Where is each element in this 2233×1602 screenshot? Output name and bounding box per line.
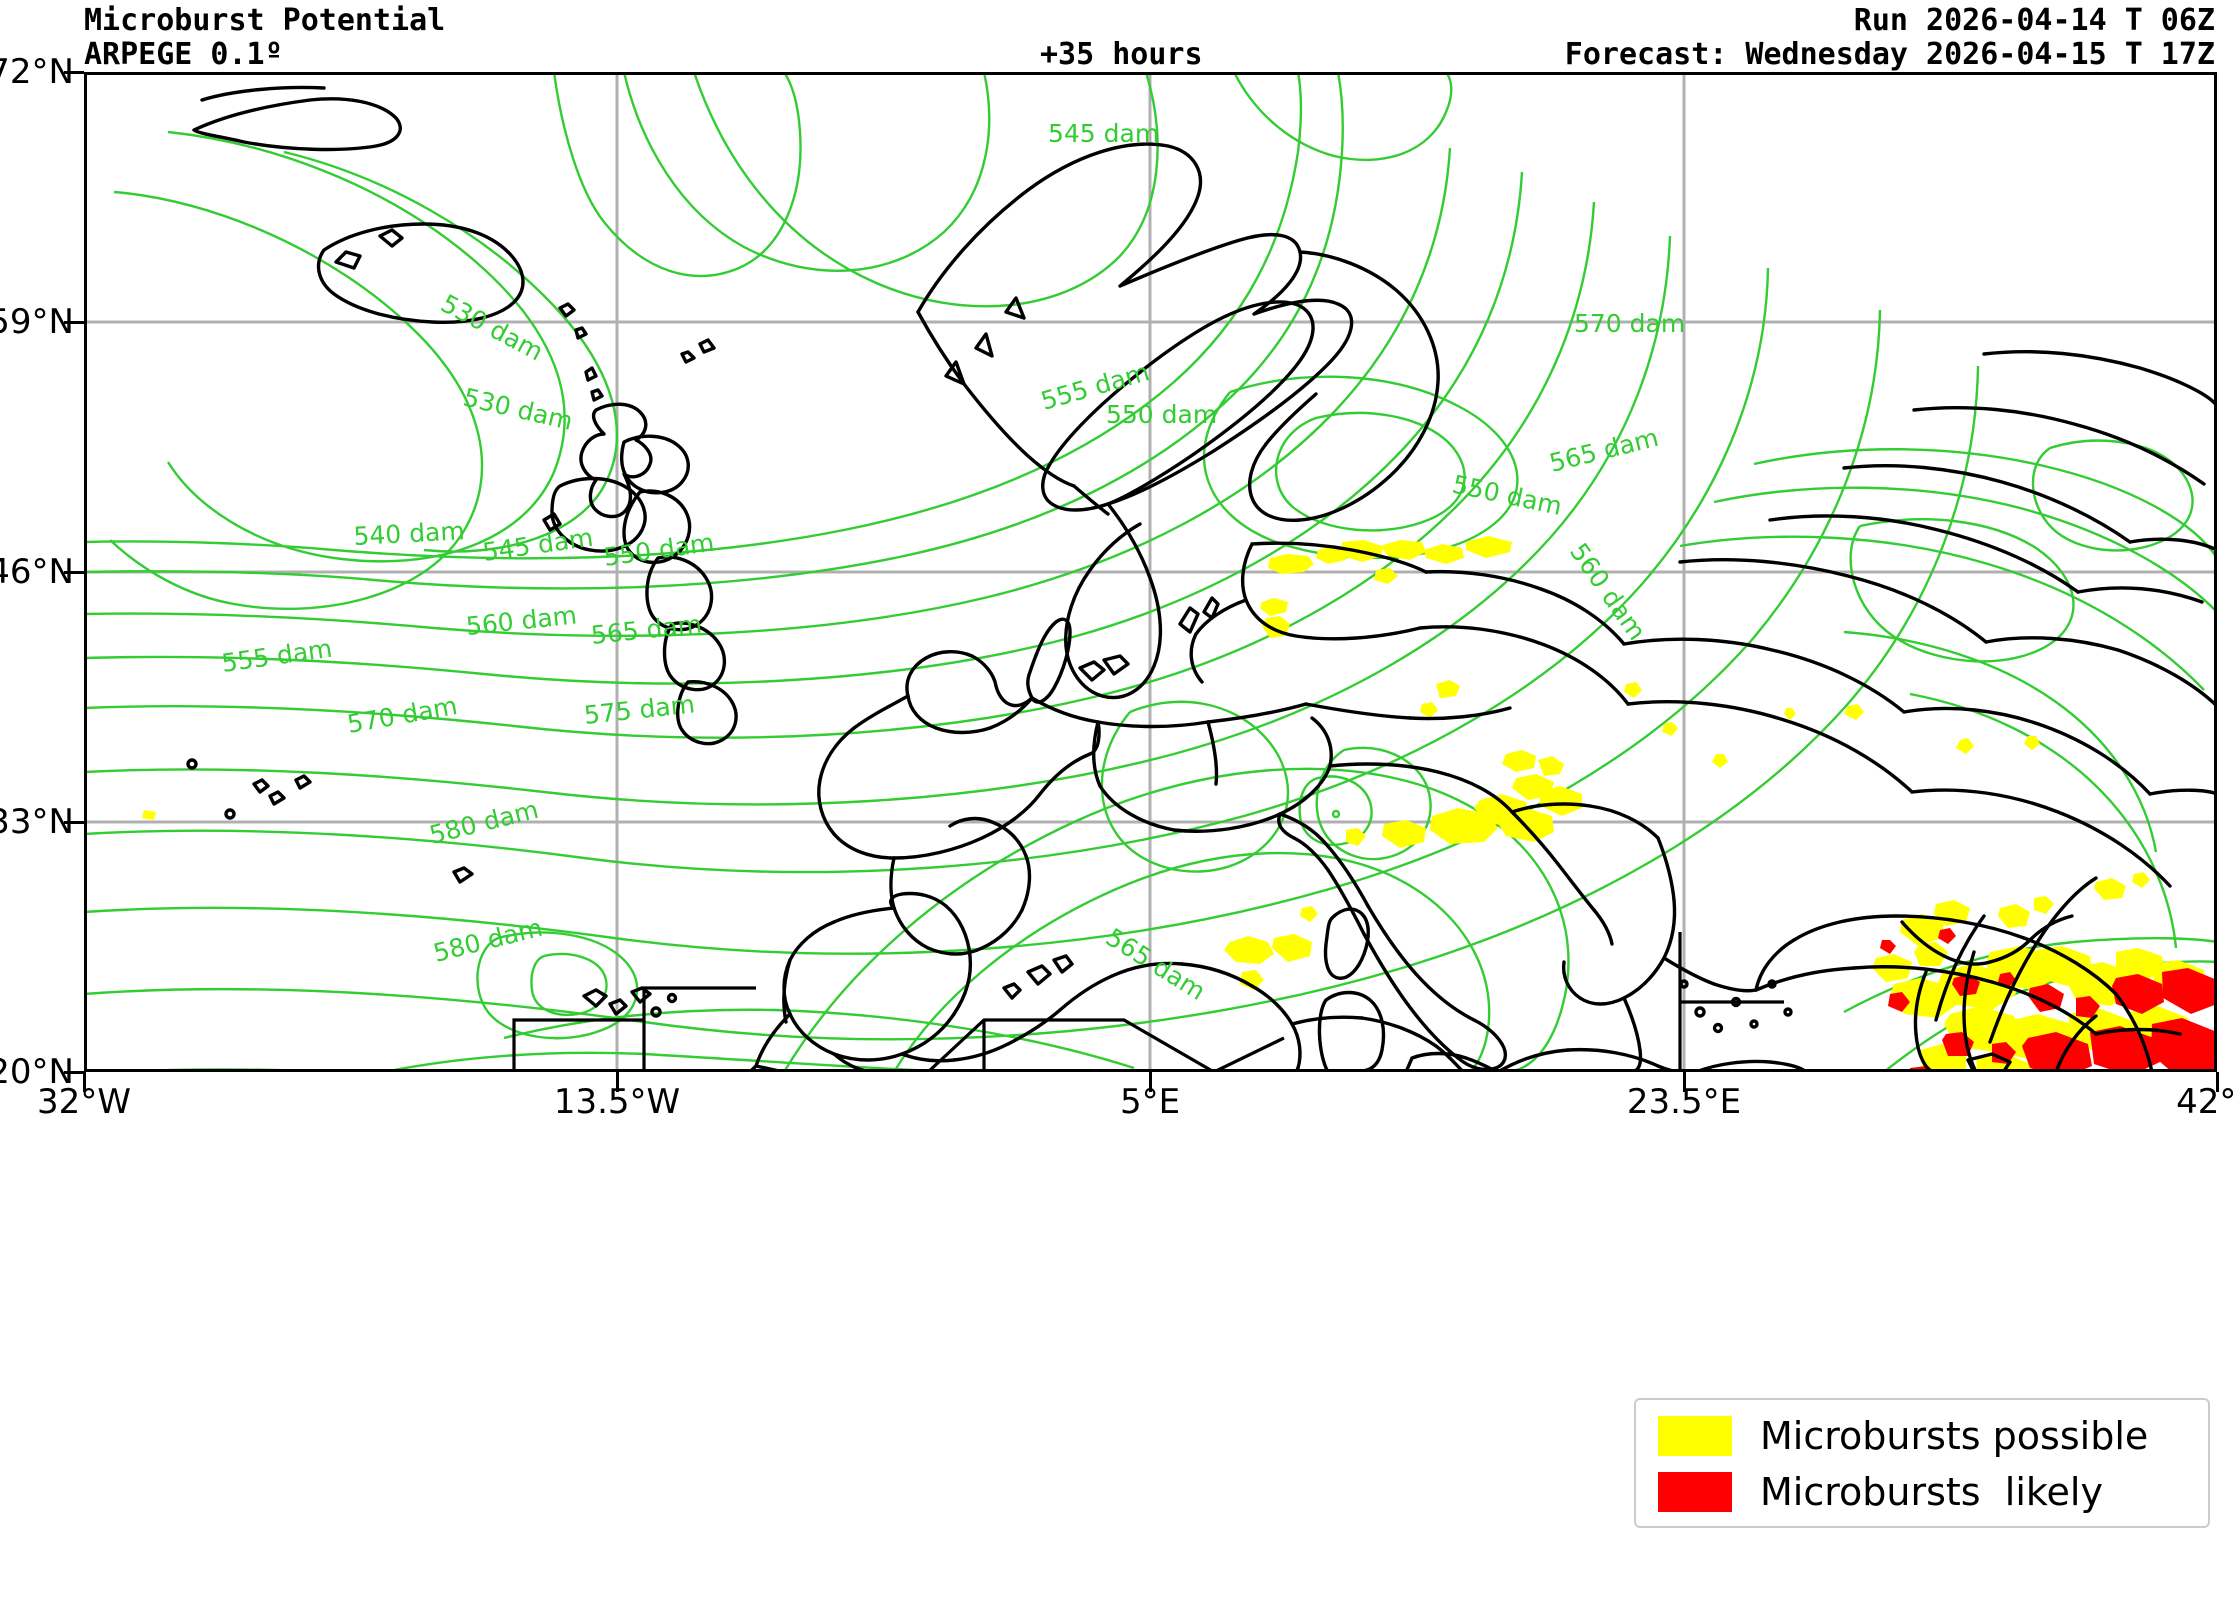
x-tickmark-13-5w	[616, 1072, 619, 1092]
y-tickmark-46n	[64, 571, 84, 574]
legend-label-likely: Microbursts likely	[1760, 1470, 2103, 1514]
lead-time-label: +35 hours	[1040, 37, 1203, 72]
y-tickmark-20n	[64, 1071, 84, 1074]
legend-row-likely: Microbursts likely	[1636, 1468, 2212, 1516]
plot-frame	[84, 72, 2217, 1072]
x-tickmark-5e	[1149, 1072, 1152, 1092]
map-canvas: 545 dam 530 dam 570 dam 530 dam 555 dam 550 d…	[84, 72, 2217, 1072]
y-tickmark-59n	[64, 321, 84, 324]
legend-box: Microbursts possible Microbursts likely	[1634, 1398, 2210, 1528]
contour-label: 570 dam	[1574, 309, 1685, 338]
political-borders	[512, 932, 1784, 1072]
x-tickmark-23-5e	[1683, 1072, 1686, 1092]
y-tick-label-46n: 46°N	[0, 552, 74, 592]
legend-row-possible: Microbursts possible	[1636, 1412, 2212, 1460]
x-tickmark-42e	[2216, 1072, 2219, 1092]
page-title: Microburst Potential	[84, 3, 446, 38]
y-tick-label-72n: 72°N	[0, 52, 74, 92]
model-label: ARPEGE 0.1º	[84, 37, 283, 72]
contour-label: 550 dam	[1106, 400, 1217, 429]
y-tick-label-20n: 20°N	[0, 1052, 74, 1092]
x-tick-label-42e: 42°E	[2176, 1082, 2233, 1122]
contour-label: 545 dam	[1048, 119, 1159, 148]
x-tickmark-32w	[83, 1072, 86, 1092]
coastlines	[186, 85, 2217, 1072]
y-tick-label-59n: 59°N	[0, 302, 74, 342]
legend-label-possible: Microbursts possible	[1760, 1414, 2149, 1458]
run-label: Run 2026-04-14 T 06Z	[1853, 3, 2215, 38]
y-tickmark-72n	[64, 71, 84, 74]
contour-label: 540 dam	[353, 516, 466, 551]
legend-swatch-likely	[1658, 1472, 1732, 1512]
y-tickmark-33n	[64, 821, 84, 824]
header-bar: Microburst Potential ARPEGE 0.1º Run 202…	[0, 0, 2233, 72]
legend-swatch-possible	[1658, 1416, 1732, 1456]
forecast-label: Forecast: Wednesday 2026-04-15 T 17Z	[1564, 37, 2215, 72]
y-tick-label-33n: 33°N	[0, 802, 74, 842]
